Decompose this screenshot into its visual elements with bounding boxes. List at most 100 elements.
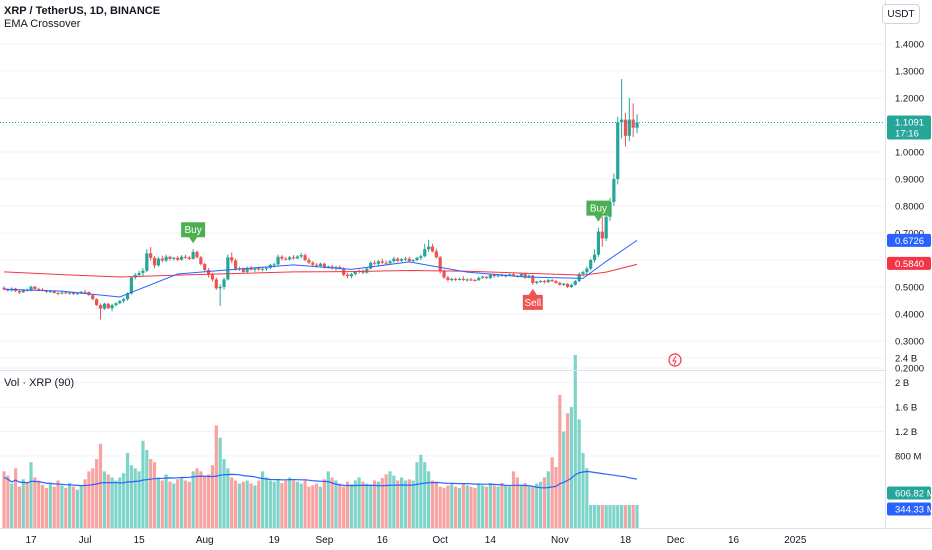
volume-bar xyxy=(600,505,604,528)
alert-icon[interactable] xyxy=(668,353,682,367)
indicator-name[interactable]: EMA Crossover xyxy=(4,18,81,30)
candle-body xyxy=(114,303,118,306)
signal-tags[interactable]: Buy Sell Buy xyxy=(181,200,611,310)
candle-body xyxy=(253,268,257,270)
time-tick-label: 18 xyxy=(620,535,632,546)
candle-body xyxy=(616,122,620,179)
sell-signal-tag xyxy=(522,288,543,310)
candle-body xyxy=(372,262,377,264)
price-axis[interactable]: 1.40001.30001.20001.10001.00000.90000.80… xyxy=(895,40,924,375)
candle-body xyxy=(457,278,462,280)
candle-body xyxy=(149,253,153,258)
candle-body xyxy=(291,257,296,259)
ema-slow-line xyxy=(3,263,638,278)
candle-body xyxy=(172,257,176,259)
volume-bar xyxy=(392,475,396,528)
volume-bar xyxy=(338,483,342,528)
candle-body xyxy=(627,119,631,136)
candle-body xyxy=(29,286,33,291)
sell-signal-label: Sell xyxy=(524,298,541,309)
volume-bar xyxy=(199,471,203,528)
volume-bar xyxy=(562,431,566,528)
volume-bar xyxy=(253,485,257,528)
volume-bar xyxy=(569,407,574,528)
volume-bar xyxy=(403,480,408,528)
volume-bar xyxy=(616,505,620,528)
volume-bar xyxy=(535,483,539,528)
candle-body xyxy=(623,119,628,136)
candle-body xyxy=(257,268,261,270)
candle-body xyxy=(407,258,411,262)
candle-body xyxy=(388,261,392,264)
volume-bar xyxy=(6,475,10,528)
volume-bar xyxy=(357,477,361,528)
volume-bar xyxy=(427,471,431,528)
volume-bar xyxy=(25,481,29,528)
ema-slow-badge-text: 0.5840 xyxy=(895,259,924,270)
buy-signal-tag xyxy=(181,222,206,244)
candle-body xyxy=(315,264,319,266)
volume-bar xyxy=(307,486,311,528)
time-tick-label: Nov xyxy=(551,535,569,546)
time-axis[interactable]: 17 Jul 15 Aug 19 Sep 16 Oct 14 Nov 18 Dec 16 2025 xyxy=(25,535,806,546)
volume-bars xyxy=(2,355,639,528)
candles xyxy=(2,79,639,320)
time-tick-label: Dec xyxy=(667,535,685,546)
volume-bar xyxy=(230,477,234,528)
candle-body xyxy=(481,276,485,278)
volume-bar xyxy=(608,505,612,528)
volume-bar xyxy=(519,484,523,528)
candle-body xyxy=(461,278,465,280)
candle-body xyxy=(403,258,408,260)
price-tick-label: 0.9000 xyxy=(895,175,924,186)
volume-bar xyxy=(295,481,299,528)
volume-bar xyxy=(79,485,83,528)
volume-bar xyxy=(141,440,145,528)
volume-bar xyxy=(481,485,485,528)
candle-body xyxy=(322,263,326,268)
candle-body xyxy=(222,279,226,287)
volume-bar xyxy=(299,483,303,528)
time-tick-label: 16 xyxy=(377,535,389,546)
volume-bar xyxy=(423,462,427,528)
candle-body xyxy=(399,259,404,261)
volume-bar xyxy=(222,459,226,528)
volume-bar xyxy=(581,452,585,528)
volume-bar xyxy=(191,471,195,528)
volume-bar xyxy=(407,479,411,528)
volume-bar xyxy=(98,443,103,528)
candle-body xyxy=(612,179,616,202)
candle-body xyxy=(438,257,442,271)
chart-title[interactable]: XRP / TetherUS, 1D, BINANCE xyxy=(4,5,161,17)
candle-body xyxy=(596,231,601,255)
candle-body xyxy=(160,258,164,261)
time-tick-label: 14 xyxy=(485,535,497,546)
volume-bar xyxy=(187,481,191,528)
volume-bar xyxy=(75,489,79,528)
volume-bar xyxy=(218,437,222,528)
candle-body xyxy=(183,256,188,258)
candle-body xyxy=(430,246,435,252)
candle-body xyxy=(241,268,245,272)
candle-body xyxy=(376,261,381,264)
candle-body xyxy=(542,281,546,283)
currency-button[interactable]: USDT xyxy=(882,4,920,24)
volume-bar xyxy=(311,485,315,528)
volume-bar xyxy=(160,480,164,528)
volume-bar xyxy=(573,355,577,528)
candle-body xyxy=(573,281,577,285)
candle-body xyxy=(577,274,581,282)
candle-body xyxy=(230,257,234,261)
volume-axis[interactable]: 2.4 B 2 B 1.6 B 1.2 B 800 M xyxy=(895,354,921,463)
volume-bar xyxy=(380,478,384,528)
volume-bar xyxy=(384,474,388,528)
candle-body xyxy=(562,283,566,285)
candle-body xyxy=(531,275,535,283)
volume-bar xyxy=(183,480,188,528)
candle-body xyxy=(454,278,458,280)
candle-body xyxy=(511,274,516,276)
volume-label[interactable]: Vol · XRP (90) xyxy=(4,377,75,389)
volume-bar xyxy=(280,482,284,528)
volume-bar xyxy=(604,505,608,528)
